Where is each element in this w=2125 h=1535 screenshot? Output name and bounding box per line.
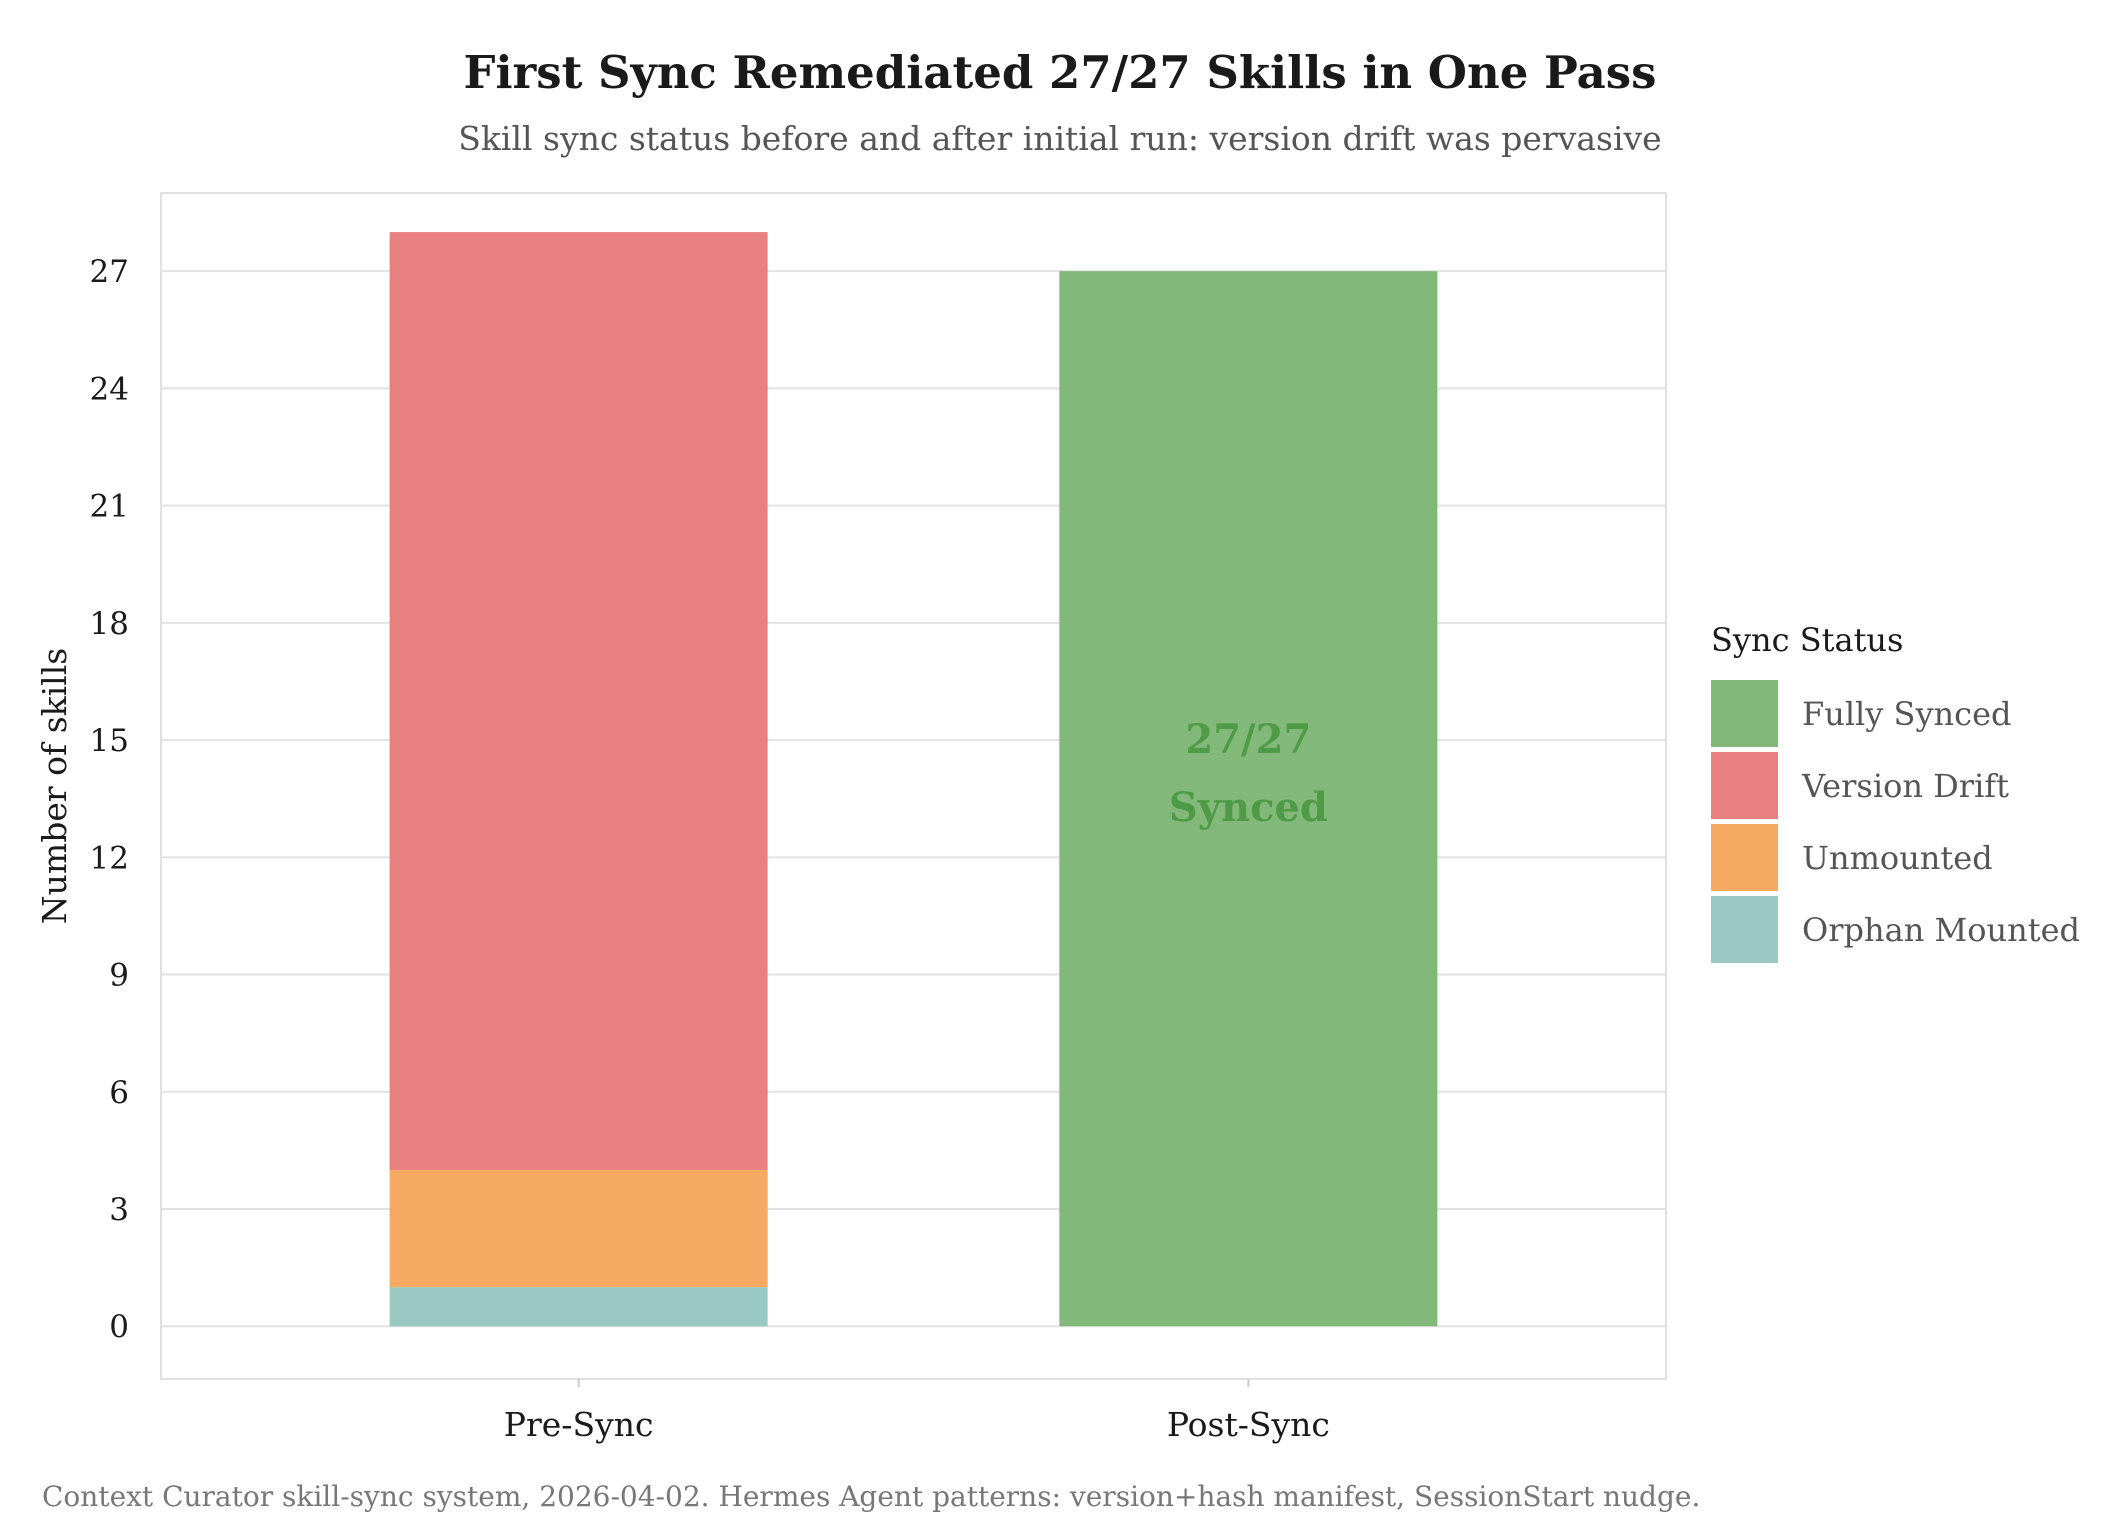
y-tick-label: 12 [90, 840, 129, 876]
y-tick-label: 6 [109, 1075, 129, 1111]
y-tick-label: 24 [90, 371, 129, 407]
legend-swatch [1711, 896, 1778, 963]
y-axis-ticks: 0 3 6 9 12 15 18 21 24 27 [90, 254, 129, 1345]
y-axis-label: Number of skills [35, 648, 74, 924]
bar-annotation-line: Synced [1169, 784, 1328, 831]
legend-label: Unmounted [1802, 839, 1993, 877]
legend-swatch [1711, 824, 1778, 891]
legend: Sync Status Fully Synced Version Drift Unm… [1711, 621, 2080, 963]
x-axis-ticks: Pre-Sync Post-Sync [504, 1379, 1330, 1444]
legend-label: Version Drift [1801, 767, 2009, 805]
bar-pre-sync-unmounted [389, 1169, 768, 1288]
bars [389, 232, 1438, 1327]
bar-pre-sync-version-drift [389, 232, 768, 1170]
chart-subtitle: Skill sync status before and after initi… [458, 119, 1661, 158]
plot-panel [160, 192, 1667, 1380]
legend-title: Sync Status [1711, 621, 1903, 659]
chart-title: First Sync Remediated 27/27 Skills in On… [464, 46, 1657, 99]
y-tick-label: 15 [90, 723, 129, 759]
y-tick-label: 18 [90, 606, 129, 642]
legend-swatch [1711, 680, 1778, 747]
legend-label: Orphan Mounted [1802, 911, 2080, 949]
y-tick-label: 21 [90, 489, 129, 525]
x-tick-label: Post-Sync [1167, 1405, 1330, 1444]
y-tick-label: 27 [90, 254, 129, 290]
y-tick-label: 0 [109, 1309, 129, 1345]
legend-swatch [1711, 752, 1778, 819]
x-tick-label: Pre-Sync [504, 1405, 654, 1444]
y-tick-label: 3 [109, 1192, 129, 1228]
legend-label: Fully Synced [1802, 695, 2011, 733]
annotations: 27/27 Synced [1169, 716, 1328, 831]
y-tick-label: 9 [109, 958, 129, 994]
bar-pre-sync-orphan-mounted [389, 1287, 768, 1327]
bar-post-sync-fully-synced [1059, 271, 1438, 1327]
chart-caption: Context Curator skill-sync system, 2026-… [42, 1480, 1700, 1513]
bar-annotation-line: 27/27 [1185, 716, 1311, 763]
